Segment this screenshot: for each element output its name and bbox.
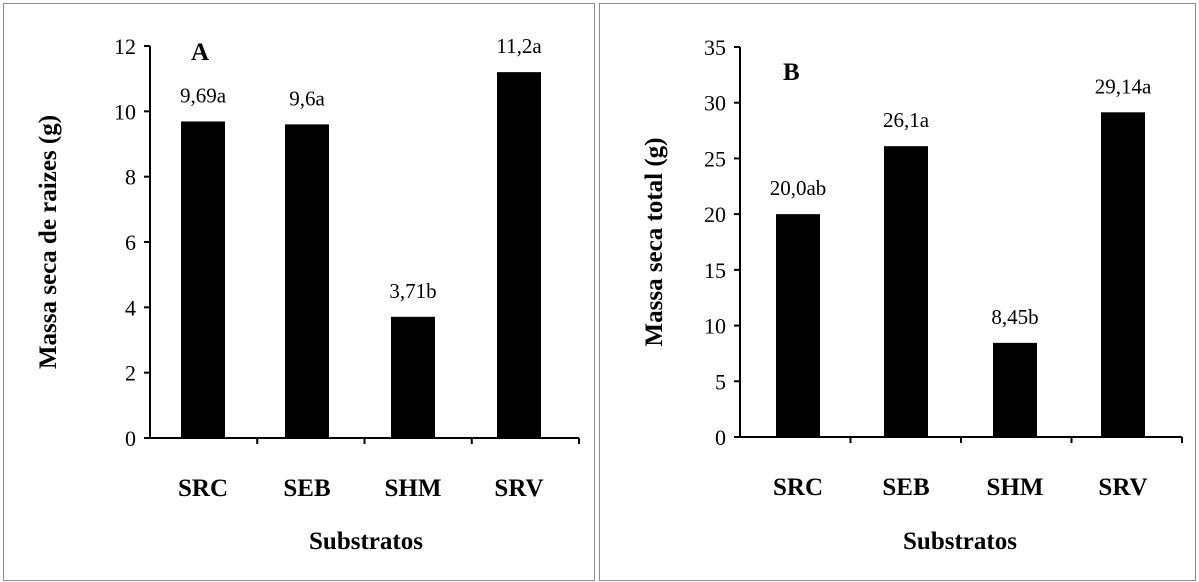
panel-letter: B	[783, 59, 800, 86]
bar-shm	[391, 316, 435, 438]
y-tick-label: 0	[715, 425, 726, 450]
y-axis-title: Massa seca total (g)	[641, 138, 668, 347]
bar-seb	[285, 124, 329, 439]
bar-src	[181, 121, 225, 439]
x-category-label: SRV	[494, 475, 543, 502]
bar-shm	[993, 342, 1037, 437]
data-label: 9,6a	[289, 86, 325, 110]
y-tick-label: 25	[704, 146, 726, 171]
chart-a-svg: 0 2 4 6 8 10 12 9,69a SRC 9,6a SEB 3,71b SHM 11,2a SRV…	[35, 34, 580, 555]
y-tick-label: 30	[704, 91, 726, 116]
y-tick-label: 10	[114, 99, 136, 124]
y-tick-label: 35	[704, 35, 726, 60]
x-category-label: SHM	[385, 475, 442, 502]
chart-panel-a: 0 2 4 6 8 10 12 9,69a SRC 9,6a SEB 3,71b SHM 11,2a SRV…	[3, 3, 595, 581]
chart-panel-b: 0 5 10 15 20 25 30 35 20,0ab SRC 26,1a SEB 8,45b SHM 2…	[599, 3, 1196, 581]
data-label: 11,2a	[496, 34, 542, 58]
y-tick-label: 20	[704, 202, 726, 227]
y-tick-label: 2	[125, 361, 136, 386]
bar-src	[776, 214, 820, 437]
y-axis-title: Massa seca de raizes (g)	[35, 115, 62, 369]
y-tick-label: 12	[114, 34, 136, 59]
bar-seb	[884, 146, 928, 437]
x-category-label: SEB	[283, 475, 330, 502]
y-tick-label: 5	[715, 369, 726, 394]
bar-srv	[497, 72, 541, 438]
y-tick-label: 6	[125, 230, 136, 255]
x-category-label: SRC	[178, 475, 228, 502]
y-tick-label: 8	[125, 165, 136, 190]
x-category-label: SRC	[773, 474, 823, 501]
data-label: 9,69a	[180, 83, 227, 107]
data-label: 3,71b	[389, 279, 436, 303]
x-category-label: SEB	[882, 474, 929, 501]
x-axis-title: Substratos	[309, 528, 423, 555]
y-tick-label: 4	[125, 295, 136, 320]
data-label: 20,0ab	[770, 176, 827, 200]
chart-b-svg: 0 5 10 15 20 25 30 35 20,0ab SRC 26,1a SEB 8,45b SHM 2…	[641, 35, 1183, 555]
x-category-label: SRV	[1098, 474, 1147, 501]
panel-letter: A	[191, 39, 209, 66]
y-tick-label: 10	[704, 314, 726, 339]
x-axis-title: Substratos	[903, 528, 1017, 555]
data-label: 26,1a	[883, 108, 930, 132]
data-label: 8,45b	[991, 305, 1038, 329]
data-label: 29,14a	[1095, 74, 1152, 98]
y-tick-label: 0	[125, 426, 136, 451]
bar-srv	[1101, 112, 1145, 437]
x-category-label: SHM	[987, 474, 1044, 501]
y-tick-label: 15	[704, 258, 726, 283]
